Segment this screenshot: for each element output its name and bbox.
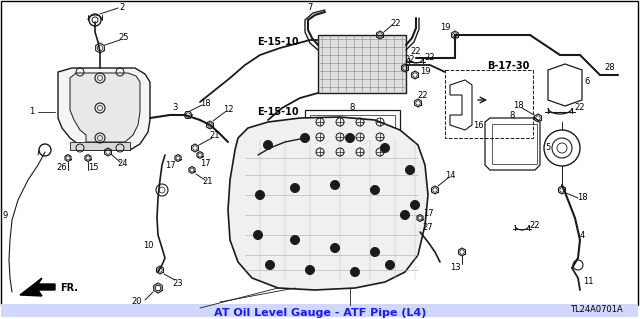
Polygon shape [70, 73, 140, 142]
Text: 8: 8 [349, 102, 355, 112]
Text: 21: 21 [210, 131, 220, 140]
Text: 13: 13 [450, 263, 460, 272]
Circle shape [371, 248, 380, 256]
Text: 22: 22 [391, 19, 401, 27]
Circle shape [266, 261, 275, 270]
Circle shape [351, 268, 360, 277]
Text: 22: 22 [411, 48, 421, 56]
Circle shape [253, 231, 262, 240]
Bar [305, 110, 400, 165]
Text: 27: 27 [422, 224, 433, 233]
Text: 24: 24 [118, 159, 128, 167]
Text: 22: 22 [418, 92, 428, 100]
Text: 25: 25 [119, 33, 129, 42]
Text: 16: 16 [473, 121, 483, 130]
Polygon shape [58, 68, 150, 150]
Bar [445, 70, 533, 138]
Text: 18: 18 [200, 99, 211, 108]
Text: 18: 18 [513, 101, 524, 110]
Circle shape [401, 211, 410, 219]
Text: AT Oil Level Gauge - ATF Pipe (L4): AT Oil Level Gauge - ATF Pipe (L4) [214, 308, 426, 318]
Circle shape [301, 133, 310, 143]
Text: E-15-10: E-15-10 [257, 37, 299, 47]
Text: 19: 19 [420, 68, 430, 77]
Text: 1: 1 [29, 108, 35, 116]
Text: 17: 17 [422, 209, 433, 218]
Circle shape [330, 181, 339, 189]
Text: 21: 21 [203, 177, 213, 187]
Text: 2: 2 [120, 3, 125, 11]
Bar [1, 304, 638, 317]
Text: 20: 20 [131, 298, 142, 307]
Text: 22: 22 [425, 54, 435, 63]
Text: 22: 22 [575, 103, 585, 113]
Text: 11: 11 [583, 278, 593, 286]
Circle shape [385, 261, 394, 270]
Circle shape [371, 186, 380, 195]
Text: 12: 12 [223, 106, 233, 115]
Bar [318, 35, 406, 93]
Text: 10: 10 [143, 241, 153, 249]
Bar [310, 115, 395, 160]
Text: 22: 22 [530, 220, 540, 229]
Circle shape [381, 144, 390, 152]
Text: 6: 6 [584, 78, 589, 86]
Text: 23: 23 [173, 278, 183, 287]
Text: 19: 19 [440, 24, 451, 33]
Text: 17: 17 [200, 159, 211, 167]
Text: 15: 15 [88, 164, 99, 173]
Text: 3: 3 [172, 103, 178, 113]
Text: 4: 4 [579, 231, 584, 240]
Text: 17: 17 [164, 160, 175, 169]
Text: 26: 26 [57, 164, 67, 173]
Circle shape [410, 201, 419, 210]
Bar [492, 124, 537, 164]
Polygon shape [70, 142, 130, 150]
Text: 5: 5 [545, 144, 550, 152]
Text: 8: 8 [509, 110, 515, 120]
Circle shape [406, 166, 415, 174]
Text: B-17-30: B-17-30 [487, 61, 529, 71]
Circle shape [255, 190, 264, 199]
Text: 18: 18 [577, 194, 588, 203]
Polygon shape [228, 117, 428, 290]
Circle shape [346, 133, 355, 143]
Text: 14: 14 [445, 170, 455, 180]
Text: E-15-10: E-15-10 [257, 107, 299, 117]
Text: 9: 9 [3, 211, 8, 219]
Text: FR.: FR. [60, 283, 78, 293]
Text: 22: 22 [404, 56, 415, 64]
Circle shape [264, 140, 273, 150]
Text: 7: 7 [307, 4, 313, 12]
Text: TL24A0701A: TL24A0701A [570, 306, 623, 315]
Circle shape [330, 243, 339, 253]
Circle shape [291, 183, 300, 192]
Text: 28: 28 [605, 63, 615, 72]
Polygon shape [20, 278, 55, 296]
Circle shape [305, 265, 314, 275]
Circle shape [291, 235, 300, 244]
